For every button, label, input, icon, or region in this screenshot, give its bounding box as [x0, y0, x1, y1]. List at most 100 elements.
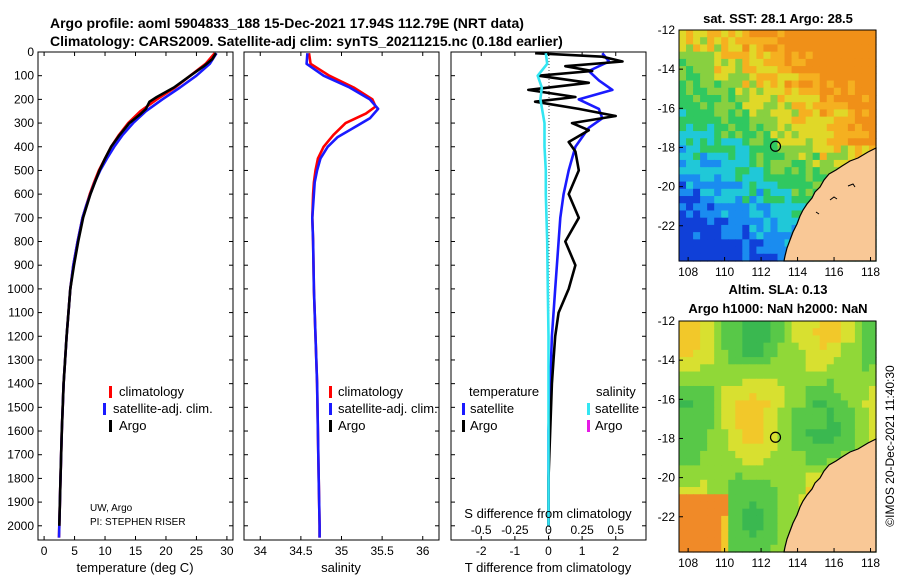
map-cell	[693, 167, 701, 175]
map-cell	[777, 44, 786, 53]
map-x-tick-label: 108	[678, 265, 698, 279]
map-cell	[770, 487, 779, 495]
map-cell	[854, 109, 863, 118]
map-cell	[777, 94, 786, 103]
map-cell	[777, 159, 786, 168]
map-cell	[707, 537, 715, 546]
map-cell	[819, 364, 828, 373]
map-cell	[763, 501, 772, 510]
map-cell	[686, 73, 694, 82]
map-cell	[707, 494, 715, 503]
map-cell	[707, 131, 715, 139]
map-cell	[784, 450, 793, 459]
map-cell	[735, 544, 743, 553]
map-cell	[693, 123, 701, 132]
map-cell	[840, 116, 849, 125]
map-cell	[763, 210, 772, 219]
map-cell	[770, 217, 779, 226]
map-cell	[777, 224, 786, 233]
map-cell	[693, 465, 701, 474]
map-cell	[833, 328, 842, 337]
map-cell	[693, 321, 701, 329]
map-cell	[735, 335, 743, 344]
map-cell	[707, 181, 715, 190]
map-cell	[833, 443, 842, 452]
map-cell	[798, 465, 807, 474]
map-cell	[679, 494, 687, 503]
map-cell	[798, 342, 807, 351]
map-cell	[812, 450, 821, 459]
map-cell	[749, 109, 757, 118]
map-cell	[847, 407, 856, 416]
map-cell	[840, 378, 849, 387]
map-cell	[728, 188, 736, 197]
map-cell	[721, 371, 729, 380]
map-cell	[714, 400, 722, 409]
map-cell	[854, 385, 863, 394]
map-cell	[826, 407, 835, 416]
sla-argo-location-marker	[769, 431, 782, 443]
map-cell	[707, 174, 715, 183]
map-cell	[791, 436, 800, 445]
map-cell	[770, 544, 779, 553]
map-cell	[861, 30, 870, 38]
map-cell	[700, 188, 708, 197]
map-cell	[812, 465, 821, 474]
map-cell	[833, 436, 842, 445]
map-cell	[805, 458, 814, 466]
map-cell	[854, 138, 863, 147]
map-cell	[840, 357, 849, 365]
map-cell	[777, 494, 786, 503]
map-cell	[707, 80, 715, 89]
map-cell	[735, 145, 743, 154]
map-cell	[686, 472, 694, 481]
map-cell	[777, 131, 786, 139]
map-cell	[798, 385, 807, 394]
map-cell	[693, 450, 701, 459]
map-cell	[679, 523, 687, 531]
map-cell	[686, 210, 694, 219]
map-cell	[735, 429, 743, 438]
map-cell	[784, 203, 793, 212]
map-cell	[826, 94, 835, 103]
map-cell	[805, 472, 814, 481]
map-cell	[749, 544, 757, 553]
map-cell	[861, 58, 870, 67]
map-cell	[756, 328, 765, 337]
map-cell	[826, 422, 835, 430]
map-cell	[742, 80, 750, 89]
map-cell	[791, 102, 800, 111]
map-cell	[735, 443, 743, 452]
map-cell	[714, 131, 722, 139]
map-cell	[784, 414, 793, 423]
map-cell	[847, 109, 856, 118]
map-cell	[861, 393, 870, 402]
map-cell	[749, 87, 757, 96]
map-cell	[847, 37, 856, 46]
map-cell	[770, 51, 779, 60]
temperature-axes-frame	[37, 51, 234, 541]
map-cell	[728, 385, 736, 394]
map-cell	[791, 487, 800, 495]
map-cell	[693, 102, 701, 111]
map-cell	[770, 501, 779, 510]
map-cell	[756, 364, 765, 373]
map-cell	[819, 349, 828, 358]
map-cell	[707, 335, 715, 344]
map-cell	[784, 181, 793, 190]
map-cell	[700, 407, 708, 416]
map-cell	[868, 37, 877, 46]
map-cell	[763, 138, 772, 147]
map-cell	[868, 335, 877, 344]
map-cell	[770, 224, 779, 233]
map-cell	[819, 152, 828, 161]
map-cell	[798, 443, 807, 452]
map-cell	[791, 472, 800, 481]
map-cell	[693, 152, 701, 161]
map-cell	[756, 66, 765, 74]
map-cell	[679, 407, 687, 416]
map-cell	[721, 37, 729, 46]
map-cell	[819, 378, 828, 387]
map-cell	[847, 357, 856, 365]
map-x-tick-label: 110	[715, 265, 734, 279]
